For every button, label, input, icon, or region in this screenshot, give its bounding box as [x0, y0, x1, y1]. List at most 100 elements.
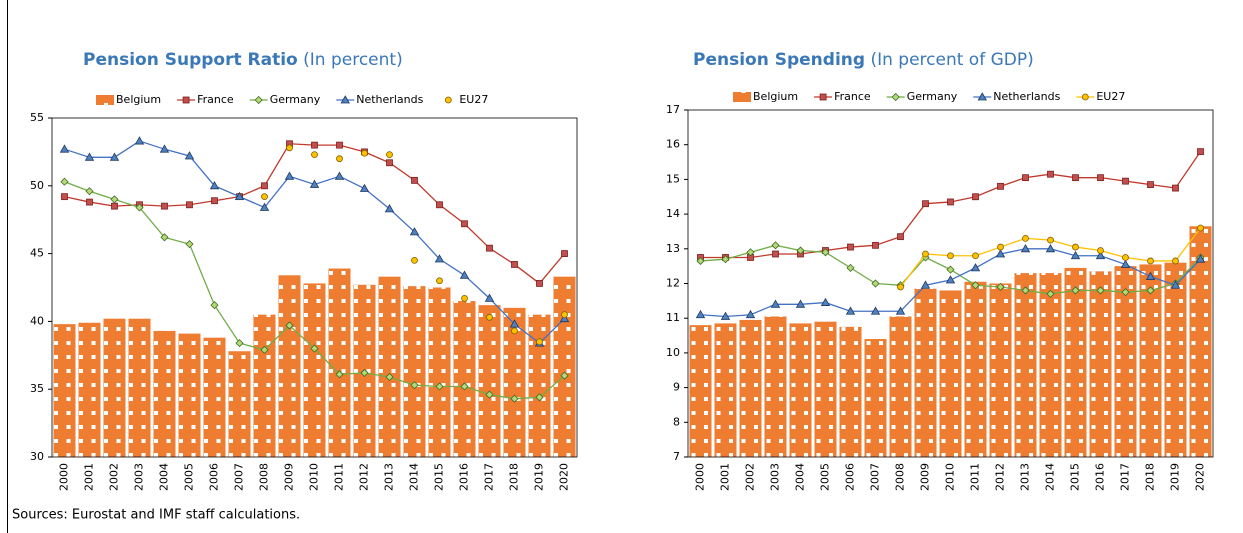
title-sub: (In percent of GDP): [870, 50, 1033, 70]
legend-marker: [182, 96, 190, 104]
marker: [410, 381, 419, 390]
marker: [435, 382, 444, 391]
bar: [553, 276, 576, 457]
y-tick-label: 55: [30, 111, 44, 124]
bar: [739, 319, 762, 457]
marker: [484, 293, 495, 302]
marker: [486, 313, 493, 321]
marker: [461, 294, 468, 302]
marker: [386, 151, 393, 159]
marker: [185, 240, 194, 249]
marker: [184, 151, 195, 160]
marker: [559, 313, 570, 323]
marker: [434, 254, 445, 263]
bar: [1064, 267, 1087, 457]
bar: [153, 330, 176, 457]
bar: [1114, 266, 1137, 457]
x-tick-label: 2014: [408, 463, 421, 491]
marker: [361, 149, 368, 157]
marker: [1072, 243, 1079, 251]
marker: [511, 327, 518, 335]
legend-marker: [1081, 93, 1089, 101]
chart-title: Pension Spending (In percent of GDP): [693, 50, 1034, 70]
marker: [109, 152, 120, 161]
marker: [461, 220, 468, 228]
marker: [509, 319, 520, 328]
marker: [135, 203, 144, 212]
marker: [870, 306, 881, 315]
bar: [1139, 264, 1162, 457]
marker: [895, 306, 906, 315]
bar: [478, 305, 501, 457]
marker: [770, 299, 781, 308]
bar: [328, 268, 351, 457]
marker: [409, 227, 420, 236]
marker: [1147, 257, 1154, 265]
y-tick-label: 7: [673, 450, 680, 463]
marker: [336, 155, 343, 163]
x-tick-label: 2011: [333, 463, 346, 491]
marker: [897, 283, 904, 291]
marker: [536, 338, 543, 346]
marker: [110, 195, 119, 204]
marker: [946, 265, 955, 274]
marker: [334, 171, 345, 180]
x-tick-label: 2008: [258, 463, 271, 491]
marker: [997, 182, 1004, 190]
y-tick-label: 35: [30, 382, 44, 395]
bar: [764, 316, 787, 457]
marker: [211, 197, 218, 205]
marker: [411, 256, 418, 264]
marker: [286, 144, 293, 152]
marker: [59, 144, 70, 153]
marker: [511, 261, 518, 268]
y-tick-label: 50: [30, 179, 44, 192]
marker: [486, 244, 493, 252]
y-tick-label: 13: [666, 242, 680, 255]
legend-marker: [340, 95, 350, 104]
marker: [1197, 148, 1204, 156]
marker: [335, 370, 344, 379]
x-tick-label: 2011: [969, 463, 982, 491]
marker: [1046, 289, 1055, 298]
marker: [309, 179, 320, 188]
marker: [971, 281, 980, 290]
marker: [1047, 170, 1054, 178]
marker: [560, 371, 569, 380]
x-tick-label: 2007: [233, 463, 246, 491]
bar: [103, 318, 126, 457]
y-tick-label: 30: [30, 450, 44, 463]
marker: [997, 243, 1004, 251]
marker: [1071, 286, 1080, 295]
bar: [1039, 273, 1062, 457]
legend-label: Belgium: [116, 93, 161, 106]
bar: [203, 337, 226, 457]
bar: [914, 288, 937, 457]
bar: [689, 325, 712, 457]
legend-label: EU27: [1096, 90, 1125, 103]
bar: [178, 333, 201, 457]
bar: [503, 307, 526, 457]
y-tick-label: 10: [666, 346, 680, 359]
marker: [695, 309, 706, 319]
x-tick-label: 2016: [458, 463, 471, 491]
x-tick-label: 2013: [383, 463, 396, 491]
marker: [285, 321, 294, 330]
chart-title: Pension Support Ratio (In percent): [83, 50, 403, 70]
y-tick-label: 45: [30, 247, 44, 260]
marker: [1121, 288, 1130, 297]
bar: [939, 290, 962, 457]
marker: [720, 311, 731, 320]
x-tick-label: 2001: [83, 463, 96, 491]
legend-label: EU27: [459, 93, 488, 106]
marker: [459, 270, 470, 279]
marker: [60, 177, 69, 186]
marker: [485, 390, 494, 399]
marker: [820, 297, 831, 306]
bar: [403, 286, 426, 457]
title-main: Pension Support Ratio: [83, 50, 298, 70]
marker: [161, 202, 168, 210]
bar: [228, 351, 251, 457]
marker: [796, 246, 805, 255]
